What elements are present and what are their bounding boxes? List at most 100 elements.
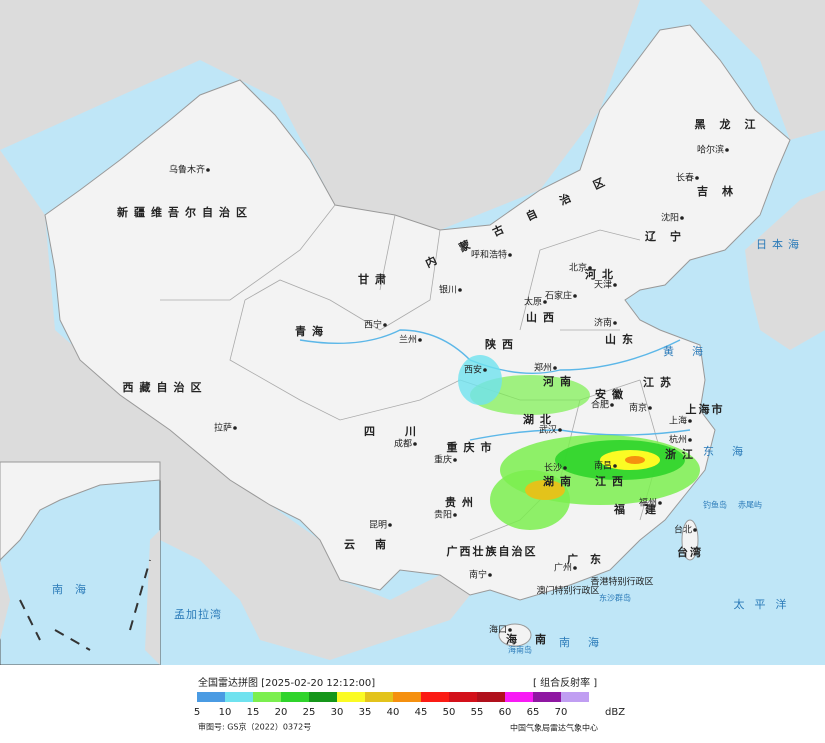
city-dot [508, 628, 512, 632]
city-label: 海口 [489, 624, 507, 636]
region-label: 安徽 [595, 387, 629, 401]
region-label: 湖北 [523, 412, 557, 426]
sea-label: 钓鱼岛 [703, 500, 727, 510]
sea-label: 南海 [52, 582, 98, 596]
region-label: 澳门特别行政区 [536, 585, 599, 597]
neighbor-land [745, 190, 825, 350]
city-label: 哈尔滨 [697, 144, 724, 156]
city-label: 贵阳 [434, 509, 452, 521]
legend-tick-label: 35 [359, 707, 372, 718]
city-label: 太原 [524, 296, 542, 308]
city-dot [725, 148, 729, 152]
region-label: 吉林 [697, 184, 747, 198]
region-label: 新疆维吾尔自治区 [117, 205, 253, 219]
city-label: 南京 [629, 402, 647, 414]
legend-unit: dBZ [605, 707, 625, 718]
sea-label: 孟加拉湾 [174, 607, 222, 621]
region-label: 山东 [605, 332, 639, 346]
inset-boundary [19, 559, 151, 651]
city-label: 北京 [569, 262, 587, 274]
legend-swatch [309, 692, 337, 702]
city-label: 郑州 [534, 362, 552, 374]
city-dot [688, 438, 692, 442]
city-label: 南昌 [594, 460, 612, 472]
city-label: 台北 [674, 524, 692, 536]
city-label: 济南 [594, 317, 612, 329]
city-label: 拉萨 [214, 422, 232, 434]
city-dot [613, 464, 617, 468]
legend-product: [ 组合反射率 ] [533, 676, 597, 689]
city-label: 杭州 [669, 434, 687, 446]
city-label: 西安 [464, 364, 482, 376]
legend-swatch [505, 692, 533, 702]
city-dot [658, 501, 662, 505]
legend-tick-label: 55 [471, 707, 484, 718]
sea-label: 海南岛 [508, 645, 532, 655]
city-dot [573, 294, 577, 298]
legend-tick-label: 45 [415, 707, 428, 718]
city-dot [693, 528, 697, 532]
region-label: 台湾 [677, 545, 703, 559]
city-label: 乌鲁木齐 [169, 164, 205, 176]
sea-label: 日本海 [756, 237, 804, 251]
legend-tick-label: 65 [527, 707, 540, 718]
legend-tick-label: 70 [555, 707, 568, 718]
legend-tick-label: 5 [194, 707, 200, 718]
city-dot [573, 566, 577, 570]
legend-swatch [421, 692, 449, 702]
region-label: 浙江 [665, 447, 699, 461]
region-label: 香港特别行政区 [590, 576, 653, 588]
legend-tick-label: 40 [387, 707, 400, 718]
sea-label: 赤尾屿 [738, 501, 762, 510]
city-dot [233, 426, 237, 430]
city-label: 呼和浩特 [471, 249, 507, 261]
radar-echoes [458, 355, 700, 530]
city-dot [588, 266, 592, 270]
inset-land [0, 461, 161, 561]
sea-label: 黄海 [663, 344, 721, 358]
legend-swatch [533, 692, 561, 702]
legend-swatch [225, 692, 253, 702]
city-dot [613, 321, 617, 325]
city-dot [613, 283, 617, 287]
region-label: 广东 [567, 552, 613, 566]
city-dot [543, 300, 547, 304]
city-dot [453, 513, 457, 517]
region-label: 甘肃 [358, 272, 392, 286]
agency: 中国气象局雷达气象中心 [510, 723, 598, 733]
legend-tick-label: 10 [219, 707, 232, 718]
sea-label: 东海 [703, 444, 761, 458]
region-label: 山西 [526, 310, 560, 324]
city-dot [553, 366, 557, 370]
city-label: 广州 [554, 562, 572, 574]
legend-swatch [477, 692, 505, 702]
region-label: 福建 [613, 502, 676, 516]
city-dot [483, 368, 487, 372]
echo [458, 355, 502, 405]
city-dot [688, 419, 692, 423]
city-label: 天津 [594, 280, 612, 291]
city-dot [648, 406, 652, 410]
city-dot [206, 168, 210, 172]
region-label: 河北 [585, 267, 619, 281]
city-dot [488, 573, 492, 577]
region-label: 西藏自治区 [123, 380, 208, 394]
region-label: 海南 [506, 632, 564, 646]
legend-title: 全国雷达拼图 [2025-02-20 12:12:00] [198, 676, 375, 689]
city-label: 合肥 [591, 399, 609, 411]
city-label: 武汉 [539, 424, 557, 436]
city-dot [418, 338, 422, 342]
city-label: 石家庄 [545, 290, 572, 302]
city-dot [453, 458, 457, 462]
legend-swatch [365, 692, 393, 702]
region-label: 黑龙江 [695, 117, 770, 131]
city-label: 兰州 [399, 334, 417, 346]
legend-swatch [197, 692, 225, 702]
city-label: 沈阳 [661, 212, 679, 224]
city-dot [558, 428, 562, 432]
city-label: 福州 [639, 497, 657, 509]
region-label: 四川 [364, 425, 446, 438]
legend-tick-label: 15 [247, 707, 260, 718]
region-label: 湖南 [543, 474, 577, 488]
